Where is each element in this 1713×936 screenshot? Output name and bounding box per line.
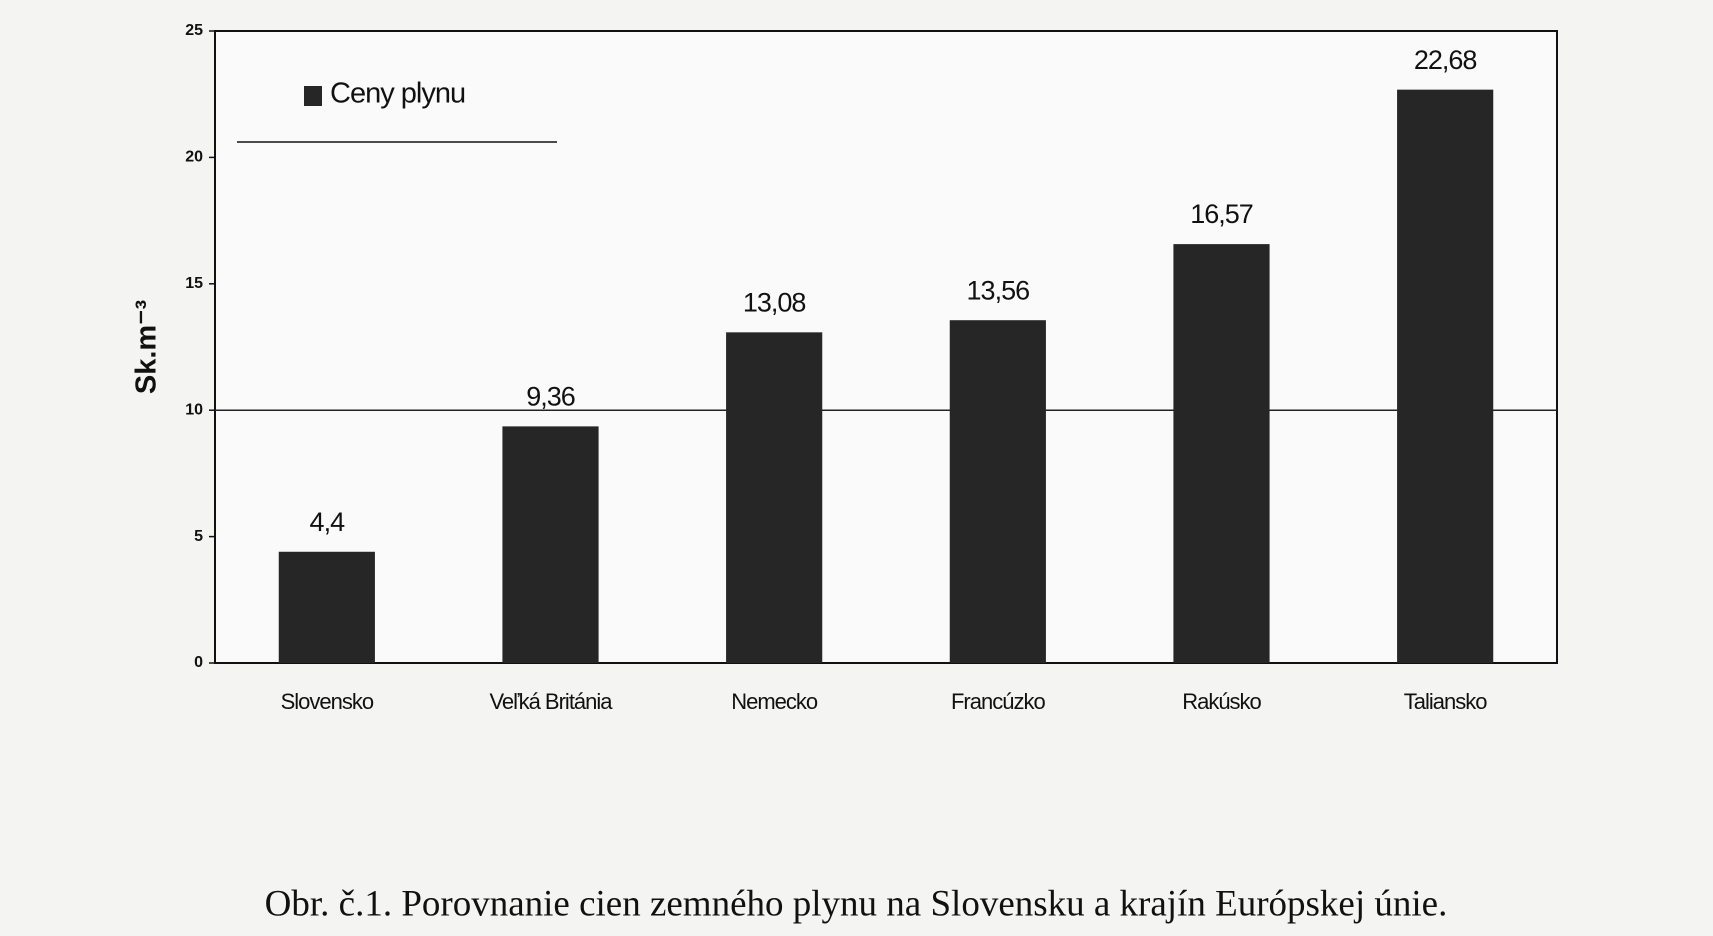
plot-area	[214, 30, 1558, 664]
y-tick-label: 0	[194, 654, 203, 671]
bar	[1173, 244, 1270, 663]
legend-label: Ceny plynu	[330, 78, 465, 110]
y-tick-label: 25	[185, 22, 203, 39]
value-label: 9,36	[526, 382, 575, 412]
caption: Obr. č.1. Porovnanie cien zemného plynu …	[265, 883, 1448, 924]
value-label: 13,08	[743, 287, 806, 317]
x-tick-label: Nemecko	[731, 689, 818, 714]
value-label: 4,4	[310, 507, 346, 537]
x-tick-label: Francúzko	[951, 689, 1045, 714]
bar	[949, 320, 1046, 663]
x-tick-label: Taliansko	[1404, 689, 1487, 714]
value-label: 13,56	[967, 275, 1030, 305]
value-label: 22,68	[1414, 45, 1477, 75]
y-tick-label: 15	[185, 275, 203, 292]
bar	[726, 332, 823, 663]
bar	[278, 551, 375, 663]
y-tick-label: 10	[185, 401, 203, 418]
x-tick-label: Veľká Británia	[489, 689, 613, 714]
y-axis-label: Sk.m⁻³	[131, 300, 163, 395]
y-tick-label: 5	[194, 528, 203, 545]
value-label: 16,57	[1190, 199, 1253, 229]
bar	[502, 426, 599, 663]
legend-swatch	[304, 86, 322, 106]
bar	[1397, 89, 1494, 663]
y-tick-label: 20	[185, 149, 203, 166]
x-tick-label: Rakúsko	[1182, 689, 1261, 714]
x-tick-label: Slovensko	[281, 689, 374, 714]
